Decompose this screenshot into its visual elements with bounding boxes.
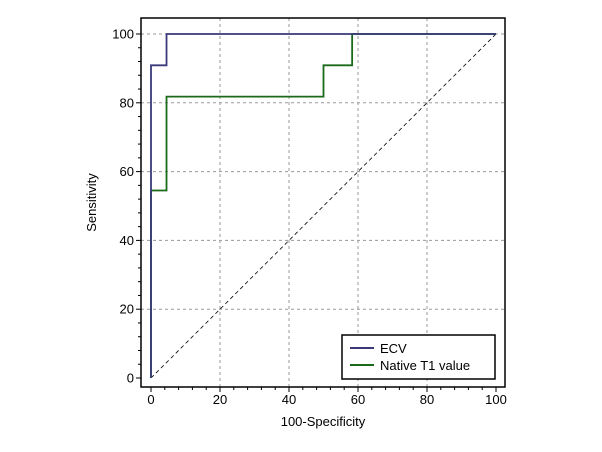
legend-label-native-t1: Native T1 value: [380, 358, 470, 373]
y-tick-label: 0: [127, 371, 134, 386]
series-line-0: [150, 33, 496, 378]
series-lines: [150, 33, 496, 378]
axis-ticks: 0 20 40 60 80 100 0 20 40 60 80 100: [112, 27, 507, 408]
x-tick-label: 80: [420, 392, 434, 407]
y-tick-label: 20: [120, 302, 134, 317]
x-tick-label: 40: [282, 392, 296, 407]
y-axis-label: Sensitivity: [84, 173, 99, 232]
x-tick-label: 20: [213, 392, 227, 407]
legend-box: [341, 334, 496, 380]
x-tick-label: 60: [351, 392, 365, 407]
legend: ECV Native T1 value: [341, 334, 496, 380]
y-tick-label: 80: [120, 95, 134, 110]
x-axis-label: 100-Specificity: [281, 414, 366, 429]
x-tick-label: 0: [147, 392, 154, 407]
y-tick-label: 60: [120, 164, 134, 179]
legend-label-ecv: ECV: [380, 341, 407, 356]
frame-rect: [140, 17, 506, 388]
series-line-1: [150, 33, 496, 378]
plot-frame: [140, 17, 506, 388]
y-tick-label: 100: [112, 27, 134, 42]
y-tick-label: 40: [120, 233, 134, 248]
x-tick-label: 100: [485, 392, 507, 407]
